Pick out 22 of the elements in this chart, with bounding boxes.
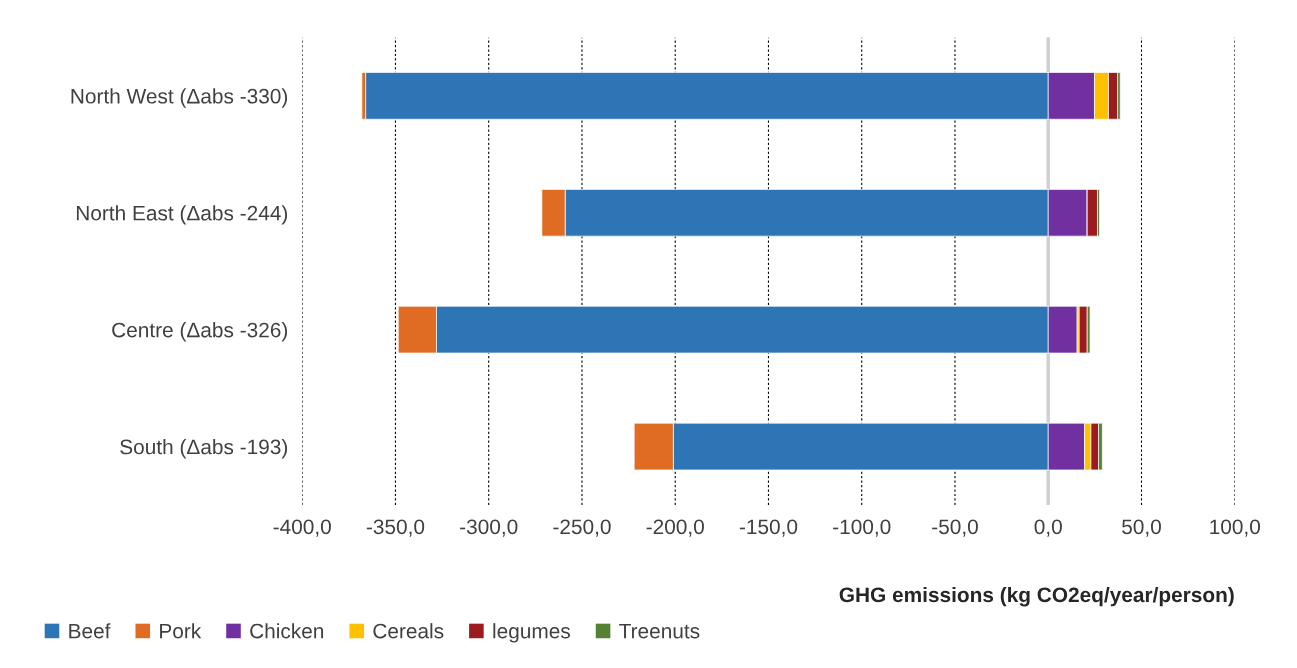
x-tick-label: -100,0 <box>833 519 891 537</box>
legend-label: Beef <box>69 623 111 639</box>
x-tick-label: -200,0 <box>646 519 704 537</box>
y-tick-label: Centre (Δabs -326) <box>112 322 288 342</box>
y-tick-label: North East (Δabs -244) <box>76 205 288 225</box>
y-tick-label: South (Δabs -193) <box>120 439 288 459</box>
x-tick-label: 50,0 <box>1122 519 1161 537</box>
x-tick-label: -300,0 <box>460 519 518 537</box>
x-tick-label: -150,0 <box>739 519 798 537</box>
legend-label: Pork <box>160 623 202 639</box>
y-tick-label: North West (Δabs -330) <box>71 88 288 108</box>
legend-label: legumes <box>493 623 570 643</box>
x-tick-label: -400,0 <box>273 519 331 537</box>
x-axis-title: GHG emissions (kg CO2eq/year/person) <box>839 586 1234 607</box>
x-tick-label: -350,0 <box>366 519 425 537</box>
x-tick-label: 100,0 <box>1210 519 1260 537</box>
x-tick-label: -250,0 <box>553 519 611 537</box>
legend-label: Treenuts <box>619 623 700 639</box>
x-tick-label: -50,0 <box>932 519 978 537</box>
legend-label: Cereals <box>373 623 444 639</box>
x-tick-label: 0,0 <box>1034 519 1062 537</box>
legend-label: Chicken <box>250 623 324 639</box>
